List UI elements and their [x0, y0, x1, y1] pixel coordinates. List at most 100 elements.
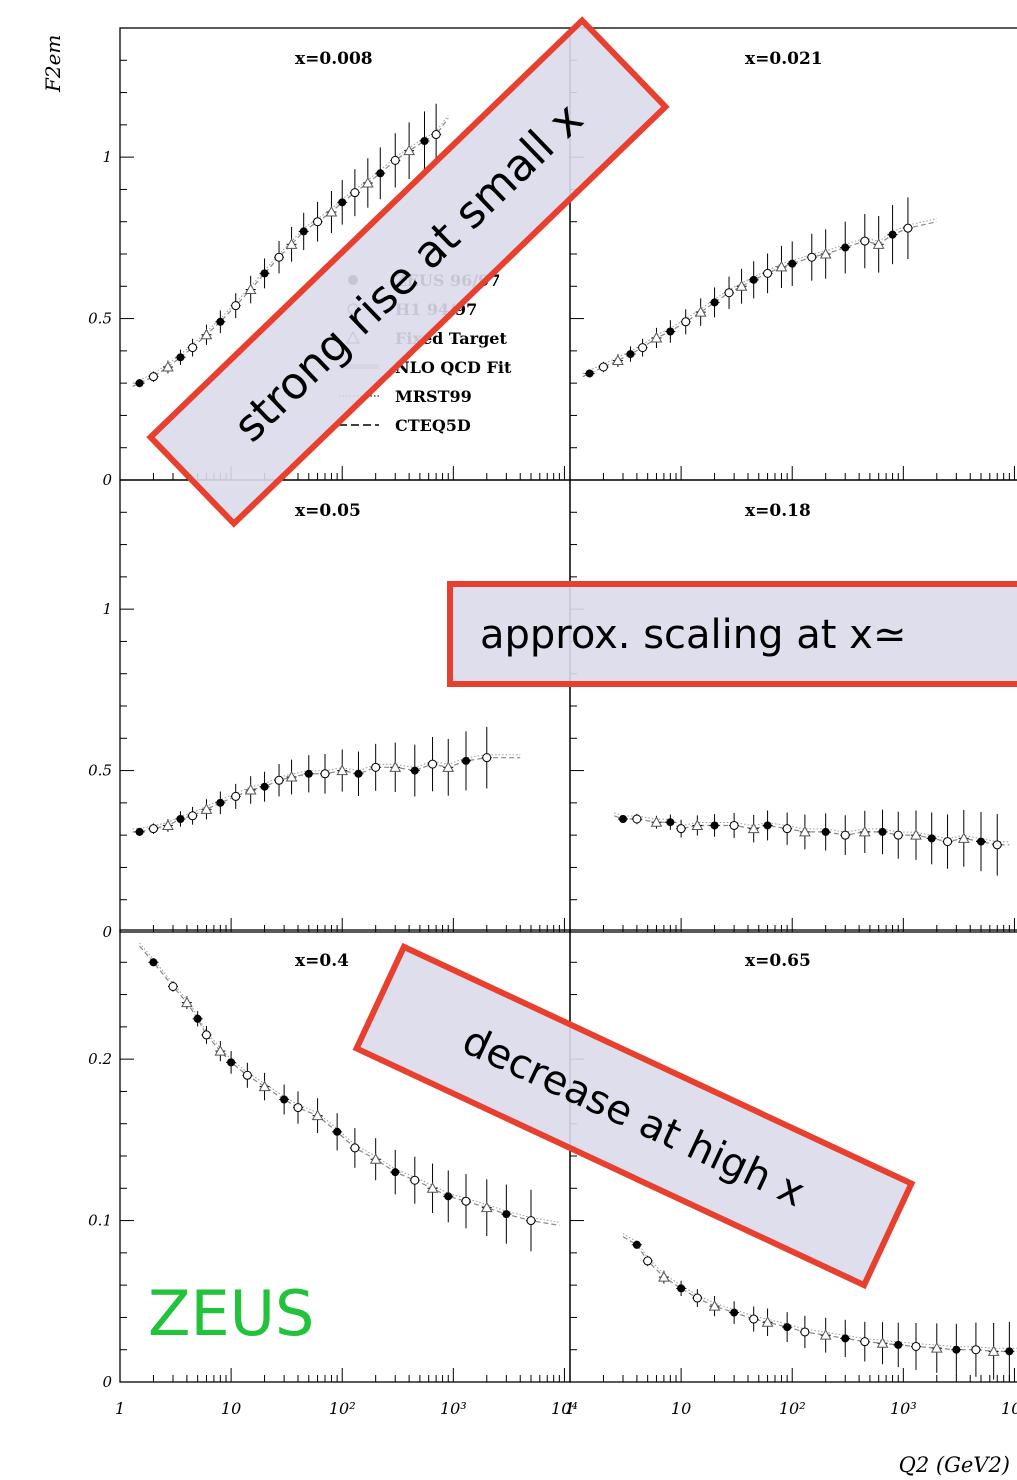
h1-marker — [390, 155, 400, 165]
annotation-scaling-frame — [447, 581, 1017, 687]
annotation-high-x: decrease at high x — [352, 942, 916, 1290]
y-tick-label: 1 — [102, 148, 112, 166]
data-point — [409, 744, 420, 797]
h1-marker — [371, 762, 381, 772]
data-point — [148, 958, 159, 967]
data-point — [893, 1322, 904, 1368]
data-point — [134, 827, 145, 836]
data-point — [279, 1084, 290, 1115]
data-point — [806, 233, 817, 281]
data-point — [942, 814, 953, 869]
zeus-marker — [976, 837, 985, 846]
h1-marker — [188, 811, 198, 821]
data-point — [876, 1322, 889, 1365]
data-point — [168, 981, 179, 992]
data-point — [332, 1113, 343, 1151]
data-point — [631, 1240, 642, 1249]
fixed-target-marker — [819, 1329, 832, 1340]
data-point — [782, 812, 793, 845]
data-point — [902, 197, 913, 259]
data-point — [162, 360, 174, 374]
data-point — [665, 814, 676, 830]
data-point — [259, 258, 270, 289]
data-point — [192, 1011, 203, 1027]
data-point — [181, 996, 193, 1010]
data-point — [658, 1270, 670, 1284]
fixed-target-marker — [799, 825, 811, 837]
data-point — [389, 742, 402, 793]
h1-marker — [782, 824, 792, 834]
data-point — [859, 213, 870, 269]
zeus-marker — [632, 1240, 641, 1249]
zeus-marker — [710, 298, 719, 307]
data-point — [951, 1323, 962, 1376]
data-point — [303, 755, 314, 793]
fixed-target-marker — [930, 1342, 943, 1353]
data-point — [285, 759, 298, 795]
h1-marker — [724, 288, 734, 298]
data-point — [819, 1317, 832, 1353]
zeus-marker — [783, 1323, 792, 1332]
h1-marker — [763, 268, 773, 278]
data-point — [419, 111, 430, 171]
fit-curve-cteq — [132, 757, 521, 833]
fixed-target-marker — [747, 822, 760, 834]
data-point — [957, 810, 970, 867]
fixed-target-marker — [244, 783, 257, 795]
zeus-marker — [763, 821, 772, 830]
h1-marker — [676, 824, 686, 834]
data-point — [799, 814, 811, 850]
data-point — [625, 346, 636, 362]
data-point — [748, 1306, 759, 1332]
data-point — [244, 776, 257, 804]
y-tick-label: 0 — [102, 923, 112, 941]
data-point — [349, 169, 360, 217]
fixed-target-marker — [775, 260, 788, 272]
data-point — [244, 275, 257, 304]
zeus-marker — [952, 1345, 961, 1354]
data-point — [431, 103, 442, 166]
data-point — [285, 226, 298, 262]
data-point — [426, 1163, 439, 1213]
data-point — [747, 814, 760, 843]
fixed-target-marker — [957, 832, 970, 843]
data-point — [724, 276, 735, 309]
zeus-marker — [749, 275, 758, 284]
fixed-target-marker — [987, 1345, 1000, 1356]
fixed-target-marker — [361, 176, 374, 188]
data-point — [584, 369, 595, 378]
h1-marker — [188, 343, 198, 353]
data-point — [525, 1189, 536, 1252]
zeus-marker — [338, 198, 347, 207]
panel-frames — [119, 27, 1017, 1383]
data-point — [353, 751, 364, 797]
data-point — [230, 783, 241, 809]
h1-marker — [729, 820, 739, 830]
fixed-target-marker — [819, 247, 832, 259]
data-point — [370, 743, 381, 791]
data-point — [775, 245, 788, 288]
data-point — [226, 1051, 237, 1074]
zeus-marker — [894, 1340, 903, 1349]
zeus-marker — [626, 350, 635, 359]
data-point — [748, 261, 759, 299]
data-point — [859, 1321, 870, 1362]
data-point — [987, 1322, 1000, 1380]
data-point — [858, 810, 871, 853]
data-marks — [132, 103, 1017, 1381]
zeus-marker — [585, 369, 594, 378]
fixed-target-marker — [403, 144, 415, 156]
data-point — [650, 327, 663, 349]
zeus-marker — [260, 782, 269, 791]
panel-frame — [119, 479, 571, 933]
data-point — [336, 749, 349, 792]
h1-marker — [638, 343, 648, 353]
data-point — [200, 324, 213, 345]
data-point — [259, 771, 270, 802]
data-point — [311, 1098, 324, 1134]
h1-marker — [840, 830, 850, 840]
legend-label: CTEQ5D — [395, 416, 471, 435]
fixed-target-marker — [200, 803, 213, 814]
data-point — [242, 1062, 253, 1088]
data-point — [910, 1323, 921, 1370]
